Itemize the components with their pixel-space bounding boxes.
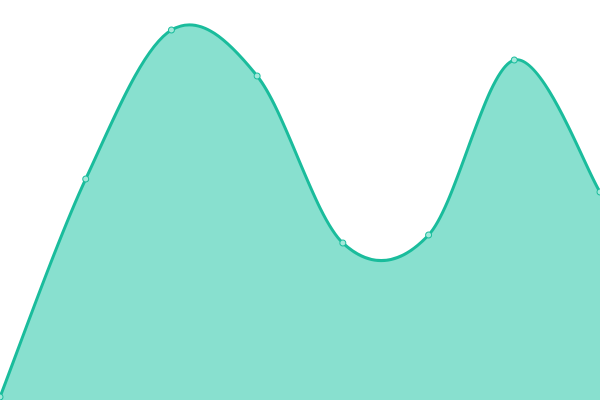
data-point	[596, 188, 600, 196]
data-point	[0, 393, 4, 400]
data-point	[510, 56, 518, 64]
data-point	[253, 72, 261, 80]
data-point	[167, 26, 175, 34]
data-point	[82, 175, 90, 183]
area-fill	[0, 24, 600, 400]
data-point	[425, 231, 433, 239]
data-point	[339, 239, 347, 247]
data-points	[0, 26, 600, 400]
